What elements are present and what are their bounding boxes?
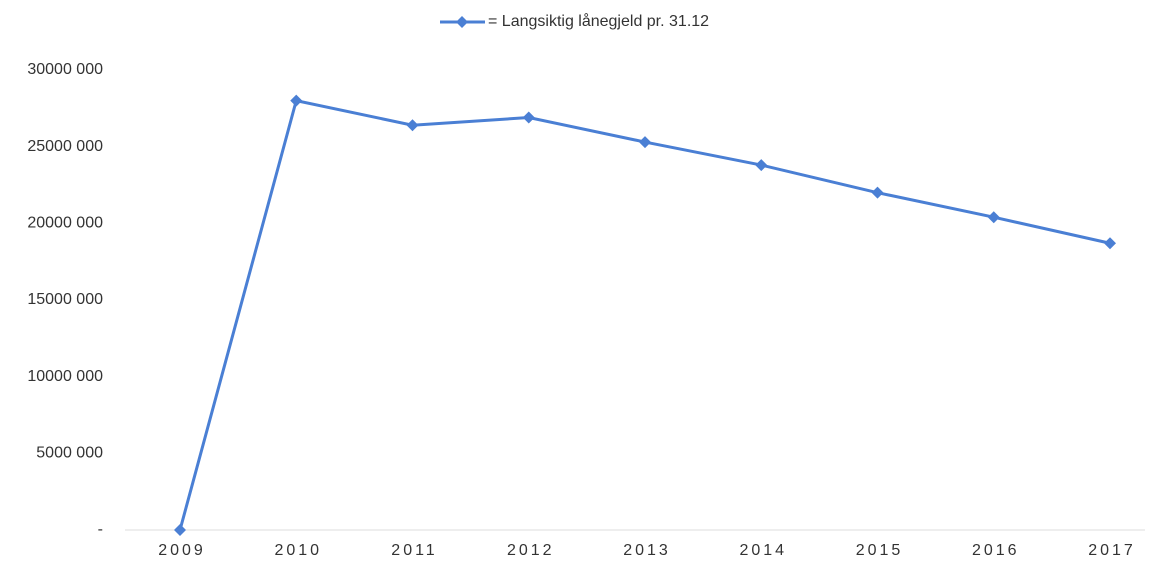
- x-tick-label: 2014: [739, 542, 787, 559]
- marker: [406, 119, 419, 132]
- y-tick-label: 25000 000: [27, 138, 103, 155]
- x-tick-label: 2012: [507, 542, 555, 559]
- x-tick-label: 2016: [972, 542, 1020, 559]
- legend-marker: [456, 16, 468, 28]
- x-tick-label: 2010: [274, 542, 322, 559]
- marker: [174, 524, 186, 536]
- marker: [987, 211, 1000, 224]
- x-tick-label: 2015: [856, 542, 904, 559]
- legend-label: = Langsiktig lånegjeld pr. 31.12: [488, 12, 709, 30]
- x-tick-label: 2009: [158, 542, 206, 559]
- marker: [871, 186, 884, 199]
- y-tick-label: 20000 000: [27, 215, 103, 232]
- marker: [639, 136, 651, 149]
- y-tick-label: 10000 000: [27, 368, 103, 385]
- marker: [522, 111, 535, 124]
- y-tick-label: -: [98, 521, 103, 538]
- marker: [1104, 237, 1116, 250]
- x-tick-label: 2013: [623, 542, 671, 559]
- marker: [290, 94, 303, 107]
- marker: [755, 159, 768, 172]
- y-tick-label: 5000 000: [36, 445, 103, 462]
- x-tick-label: 2017: [1088, 542, 1136, 559]
- y-tick-label: 30000 000: [27, 61, 103, 78]
- y-tick-label: 15000 000: [27, 291, 103, 308]
- line: [178, 98, 1111, 531]
- x-tick-label: 2011: [391, 542, 437, 559]
